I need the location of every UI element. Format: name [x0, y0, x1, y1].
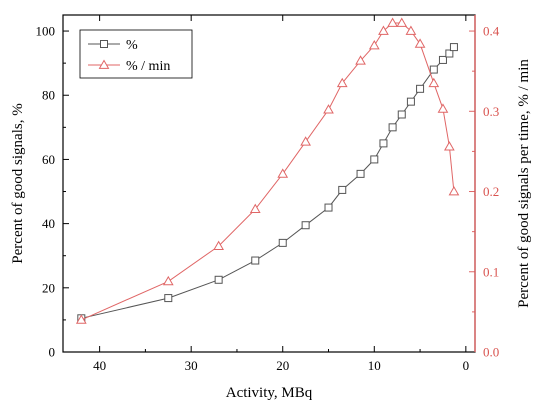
y-right-tick-label: 0.3	[483, 104, 499, 119]
y-tick-label: 0	[49, 345, 56, 360]
y-tick-label: 80	[42, 88, 55, 103]
data-point-square	[379, 139, 388, 148]
legend-marker-triangle	[98, 59, 110, 69]
series-layer	[75, 17, 460, 324]
data-point-square	[445, 49, 454, 58]
data-point-triangle	[249, 203, 261, 214]
series-line-0	[81, 46, 455, 319]
data-point-square	[356, 169, 365, 178]
legend: % % / min	[79, 29, 193, 79]
data-point-square	[438, 55, 447, 64]
data-point-square	[301, 221, 310, 230]
data-point-triangle	[396, 17, 408, 27]
legend-label: % / min	[126, 59, 170, 74]
legend-marker-square	[100, 40, 108, 48]
data-point-triangle	[323, 104, 334, 114]
y-right-tick-label: 0.0	[483, 345, 499, 360]
data-point-triangle	[378, 25, 389, 35]
data-point-triangle	[444, 141, 455, 151]
data-point-square	[370, 155, 379, 164]
data-point-triangle	[448, 186, 460, 196]
data-point-square	[214, 275, 223, 284]
y-tick-label: 60	[42, 152, 55, 167]
y-tick-label: 20	[42, 280, 55, 295]
y-tick-label: 40	[42, 216, 55, 231]
data-point-triangle	[213, 240, 225, 250]
y-right-tick-label: 0.1	[483, 264, 499, 279]
data-point-square	[429, 65, 438, 74]
data-point-triangle	[355, 55, 366, 65]
x-tick-label: 30	[185, 358, 198, 373]
y-axis-title: Percent of good signals, %	[10, 103, 26, 263]
legend-label: %	[126, 38, 138, 53]
data-point-triangle	[75, 314, 87, 324]
data-point-triangle	[387, 17, 398, 27]
data-point-triangle	[428, 77, 440, 88]
data-point-triangle	[368, 39, 380, 50]
data-point-square	[278, 238, 287, 247]
data-point-triangle	[277, 168, 289, 178]
data-point-triangle	[405, 25, 417, 35]
data-point-triangle	[300, 136, 311, 146]
data-point-square	[324, 203, 333, 212]
data-point-square	[251, 256, 260, 265]
data-point-triangle	[336, 77, 348, 88]
y-tick-label: 100	[36, 24, 56, 39]
data-point-square	[449, 43, 458, 52]
data-point-square	[397, 110, 406, 119]
data-point-triangle	[414, 38, 426, 48]
y-axis-right-title: Percent of good signals per time, % / mi…	[516, 59, 532, 308]
legend-box	[79, 29, 193, 79]
y-right-tick-label: 0.4	[483, 24, 500, 39]
data-point-square	[388, 123, 397, 132]
x-tick-label: 0	[463, 358, 470, 373]
data-point-square	[164, 294, 173, 303]
x-tick-label: 10	[368, 358, 381, 373]
data-point-square	[406, 97, 415, 106]
data-point-triangle	[437, 103, 449, 113]
data-point-square	[338, 185, 347, 194]
x-axis-title: Activity, MBq	[226, 385, 313, 401]
x-tick-label: 40	[93, 358, 106, 373]
data-point-square	[416, 84, 425, 93]
y-right-tick-label: 0.2	[483, 184, 499, 199]
data-point-triangle	[162, 275, 174, 286]
x-tick-label: 20	[276, 358, 289, 373]
